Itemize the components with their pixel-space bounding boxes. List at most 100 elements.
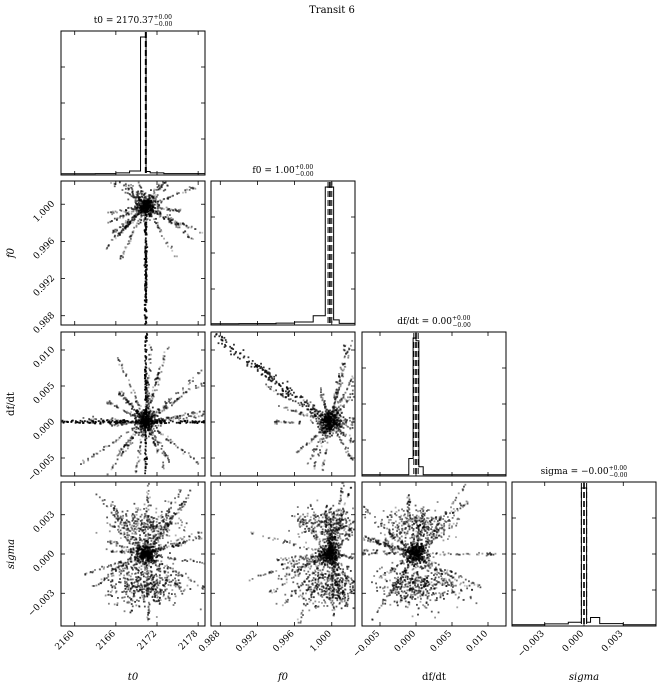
sample-point (154, 201, 157, 204)
sample-point (166, 522, 169, 525)
sample-point (158, 533, 161, 536)
sample-point (324, 427, 327, 429)
sample-point (144, 395, 147, 397)
sample-point (124, 419, 127, 422)
sample-point (172, 515, 175, 517)
sample-point (133, 196, 135, 199)
sample-point (145, 408, 147, 410)
sample-point (329, 409, 332, 412)
sample-point (287, 391, 290, 393)
sample-point (131, 550, 134, 553)
sample-point (313, 436, 315, 439)
sample-point (339, 404, 342, 407)
sample-point (163, 218, 166, 220)
sample-point (139, 212, 142, 215)
sample-point (196, 531, 199, 534)
sample-point (154, 199, 157, 202)
sample-point (171, 219, 174, 222)
sample-point (127, 551, 130, 553)
sample-point (191, 420, 194, 422)
sample-point (152, 427, 155, 430)
sample-point (276, 393, 279, 396)
sample-point (148, 556, 151, 559)
sample-point (142, 542, 145, 545)
sample-point (110, 421, 113, 423)
sample-point (160, 417, 163, 420)
sample-point (275, 389, 278, 392)
sample-point (177, 585, 180, 588)
sample-point (321, 397, 324, 399)
sample-point (70, 420, 73, 423)
sample-point (334, 419, 336, 422)
sample-point (146, 484, 149, 487)
sample-point (121, 549, 124, 552)
sample-point (145, 301, 148, 304)
sample-point (144, 542, 146, 545)
sample-point (135, 431, 137, 434)
sample-point (99, 568, 102, 571)
sample-point (122, 451, 124, 454)
sample-point (163, 571, 166, 574)
sample-point (334, 422, 337, 425)
sample-point (169, 220, 172, 223)
sample-point (109, 591, 112, 593)
sample-point (127, 420, 130, 423)
sample-point (193, 412, 196, 414)
sample-point (142, 427, 145, 430)
sample-point (339, 423, 342, 425)
sample-point (96, 452, 99, 455)
sample-point (254, 362, 257, 365)
sample-point (142, 431, 145, 434)
sample-point (106, 402, 109, 405)
sample-point (139, 202, 142, 205)
sample-point (324, 418, 327, 421)
sample-point (146, 381, 148, 384)
sample-point (174, 399, 176, 402)
sample-point (146, 514, 149, 517)
sample-point (114, 510, 117, 513)
sample-point (88, 418, 90, 421)
sample-point (166, 209, 168, 211)
sample-point (166, 525, 169, 527)
sample-point (281, 382, 284, 385)
sample-point (339, 399, 341, 402)
sample-point (327, 415, 330, 418)
sample-point (136, 409, 139, 412)
sample-point (117, 528, 119, 531)
sample-point (200, 382, 203, 385)
sample-point (168, 578, 170, 581)
sample-point (181, 420, 184, 423)
sample-point (338, 419, 341, 422)
sample-point (149, 496, 151, 499)
sample-point (348, 416, 351, 419)
sample-point (142, 412, 145, 415)
sample-point (157, 443, 159, 446)
sample-point (321, 399, 324, 402)
sample-point (140, 411, 143, 414)
sample-point (104, 594, 107, 597)
sample-point (187, 452, 190, 455)
sample-point (146, 203, 148, 206)
sample-point (140, 431, 142, 434)
sample-point (151, 201, 154, 204)
sample-point (151, 421, 154, 424)
sample-point (340, 400, 343, 402)
sample-point (179, 586, 182, 589)
sample-point (158, 203, 161, 206)
sample-point (125, 213, 128, 216)
sample-point (192, 187, 194, 190)
sample-point (149, 610, 151, 613)
sample-point (174, 501, 177, 504)
sample-point (118, 232, 121, 235)
sample-point (147, 518, 150, 521)
sample-point (95, 493, 98, 496)
sample-point (345, 422, 348, 424)
sample-point (147, 584, 150, 587)
sample-point (327, 436, 329, 439)
sample-point (289, 398, 292, 401)
sample-point (177, 192, 180, 194)
sample-point (108, 420, 111, 423)
sample-point (116, 211, 118, 214)
sample-point (329, 430, 332, 433)
sample-point (150, 413, 153, 415)
